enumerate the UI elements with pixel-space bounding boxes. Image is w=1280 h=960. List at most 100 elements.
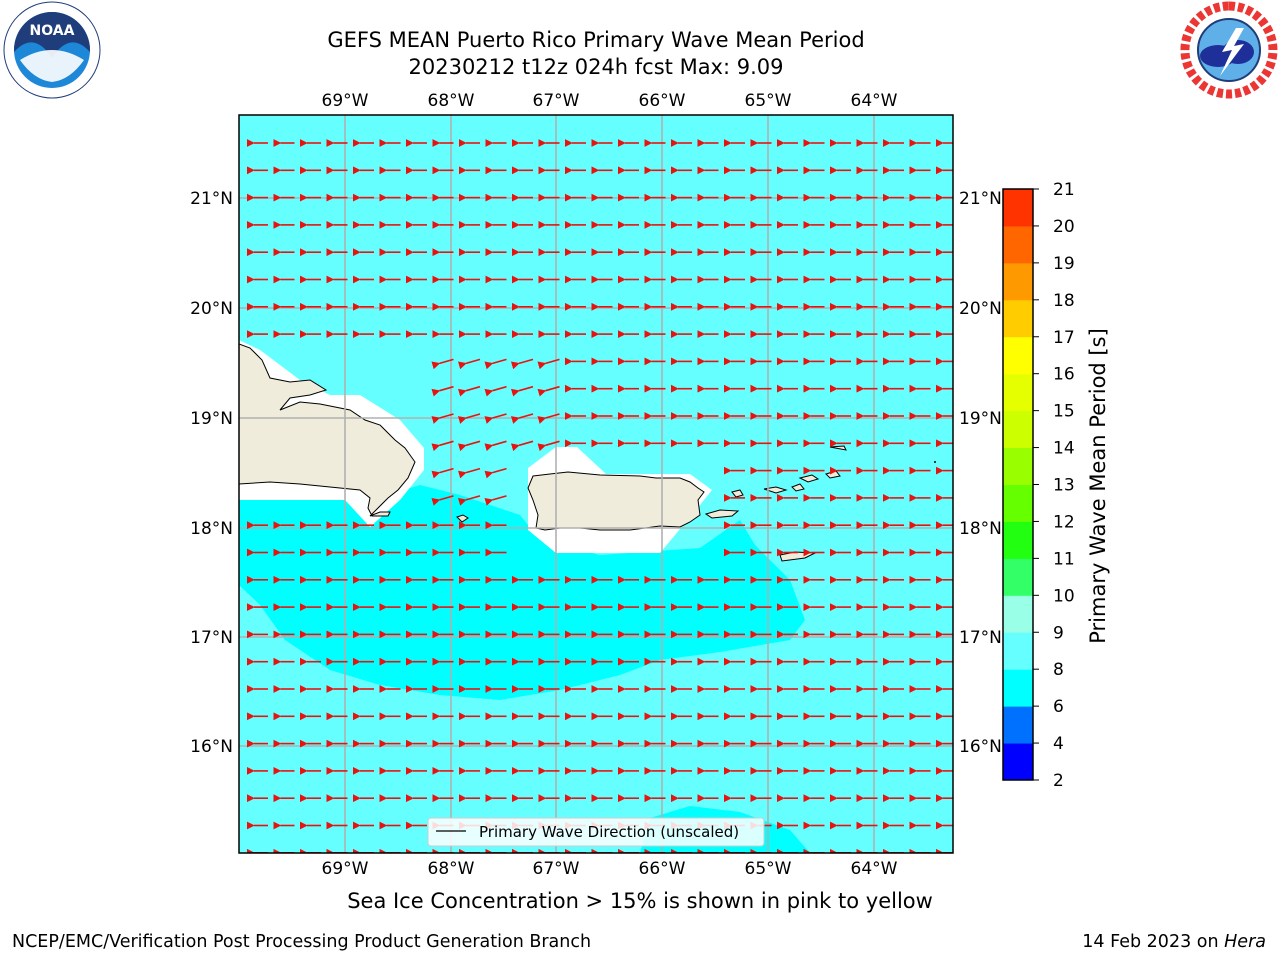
colorbar-tick-label: 2 — [1053, 771, 1064, 791]
st-thomas-island — [763, 486, 788, 494]
map-legend: Primary Wave Direction (unscaled) — [427, 817, 765, 847]
colorbar-tick-label: 13 — [1053, 476, 1075, 496]
footer-credit: NCEP/EMC/Verification Post Processing Pr… — [12, 932, 592, 952]
colorbar-segment — [1003, 447, 1033, 485]
lon-label-top: 68°W — [428, 91, 475, 111]
colorbar-tick-label: 9 — [1053, 623, 1064, 643]
lon-label-bottom: 64°W — [851, 859, 898, 879]
wave-arrow — [431, 495, 454, 506]
colorbar-tick-label: 10 — [1053, 586, 1075, 606]
colorbar-segment — [1003, 558, 1033, 596]
wave-arrow — [537, 358, 560, 370]
lon-label-top: 65°W — [745, 91, 792, 111]
lat-labels-right: 21°N 20°N 19°N 18°N 17°N 16°N — [959, 189, 1002, 757]
wave-arrow — [484, 467, 507, 479]
lat-label-left: 18°N — [190, 519, 233, 539]
tortola-island — [798, 474, 820, 483]
lat-label-right: 17°N — [959, 628, 1002, 648]
st-john-island — [791, 483, 805, 492]
wave-arrow — [510, 358, 534, 370]
wave-arrow — [457, 385, 481, 397]
mona-island — [456, 514, 469, 523]
wave-arrow — [484, 358, 507, 370]
colorbar-tick-label: 15 — [1053, 402, 1075, 422]
nws-logo — [1180, 1, 1278, 99]
lon-label-top: 64°W — [851, 91, 898, 111]
lat-label-right: 20°N — [959, 299, 1002, 319]
lon-label-top: 66°W — [639, 91, 686, 111]
colorbar-segment — [1003, 632, 1033, 670]
colorbar-tick-label: 11 — [1053, 549, 1075, 569]
colorbar-tick-label: 17 — [1053, 328, 1075, 348]
wave-arrow — [431, 385, 454, 397]
vieques-island — [704, 509, 740, 519]
colorbar-segment — [1003, 410, 1033, 449]
colorbar-segment — [1003, 336, 1033, 375]
lon-label-bottom: 68°W — [428, 859, 475, 879]
colorbar-segment — [1003, 706, 1033, 744]
wave-arrow — [431, 413, 454, 424]
map-subtitle: 20230212 t12z 024h fcst Max: 9.09 — [408, 55, 784, 79]
colorbar-tick-label: 8 — [1053, 660, 1064, 680]
colorbar-tick-label: 19 — [1053, 254, 1075, 274]
colorbar-segment — [1003, 262, 1033, 301]
colorbar-tick-label: 20 — [1053, 217, 1075, 237]
wave-arrow — [431, 358, 454, 370]
colorbar-segment — [1003, 373, 1033, 412]
lon-label-bottom: 65°W — [745, 859, 792, 879]
wave-arrow — [457, 358, 481, 370]
lon-labels-top: 69°W 68°W 67°W 66°W 65°W 64°W — [322, 91, 898, 111]
wave-arrow — [537, 385, 560, 397]
noaa-logo-text: NOAA — [30, 23, 75, 39]
colorbar-tick-label: 6 — [1053, 697, 1064, 717]
lat-label-right: 21°N — [959, 189, 1002, 209]
lon-labels-bottom: 69°W 68°W 67°W 66°W 65°W 64°W — [322, 859, 898, 879]
lat-label-left: 19°N — [190, 409, 233, 429]
lat-label-left: 17°N — [190, 628, 233, 648]
wave-arrow — [537, 413, 560, 424]
wave-arrow — [431, 440, 454, 452]
colorbar-tick-label: 21 — [1053, 180, 1075, 200]
noaa-logo: NOAA — [3, 1, 101, 99]
footer-date-text: 14 Feb 2023 on — [1082, 932, 1225, 952]
period-6-8-field — [239, 485, 805, 700]
wave-arrow — [484, 440, 507, 452]
colorbar-segment — [1003, 189, 1033, 227]
colorbar-segment — [1003, 484, 1033, 522]
wave-arrow — [510, 440, 534, 452]
colorbar: 2 4 6 8 9 10 11 12 13 14 15 16 17 18 19 20 21 — [1002, 180, 1075, 791]
wave-direction-arrows — [246, 139, 953, 853]
sea-ice-note: Sea Ice Concentration > 15% is shown in … — [347, 889, 933, 913]
lon-label-bottom: 66°W — [639, 859, 686, 879]
legend-label: Primary Wave Direction (unscaled) — [479, 823, 739, 841]
lat-label-left: 16°N — [190, 737, 233, 757]
sombrero-island — [934, 461, 936, 463]
lon-label-bottom: 69°W — [322, 859, 369, 879]
lat-label-right: 16°N — [959, 737, 1002, 757]
wave-arrow — [537, 440, 560, 452]
colorbar-segment — [1003, 299, 1033, 338]
wave-arrow — [457, 495, 481, 506]
lon-label-top: 67°W — [533, 91, 580, 111]
lat-label-left: 20°N — [190, 299, 233, 319]
colorbar-segment — [1003, 743, 1033, 781]
colorbar-segment — [1003, 521, 1033, 559]
colorbar-segment — [1003, 225, 1033, 264]
colorbar-segment — [1003, 669, 1033, 707]
footer-date: 14 Feb 2023 on Hera — [1082, 932, 1266, 952]
colorbar-label: Primary Wave Mean Period [s] — [1086, 328, 1110, 644]
map-frame — [238, 114, 954, 854]
lat-label-left: 21°N — [190, 189, 233, 209]
wave-arrow — [457, 440, 481, 452]
lon-label-bottom: 67°W — [533, 859, 580, 879]
hispaniola-land — [239, 343, 416, 517]
wave-arrow — [457, 413, 481, 424]
culebra-island — [731, 489, 744, 498]
colorbar-segment — [1003, 595, 1033, 633]
colorbar-tick-label: 14 — [1053, 439, 1075, 459]
lat-label-right: 19°N — [959, 409, 1002, 429]
colorbar-tick-label: 18 — [1053, 291, 1075, 311]
wave-arrow — [510, 413, 534, 424]
wave-arrow — [510, 385, 534, 397]
